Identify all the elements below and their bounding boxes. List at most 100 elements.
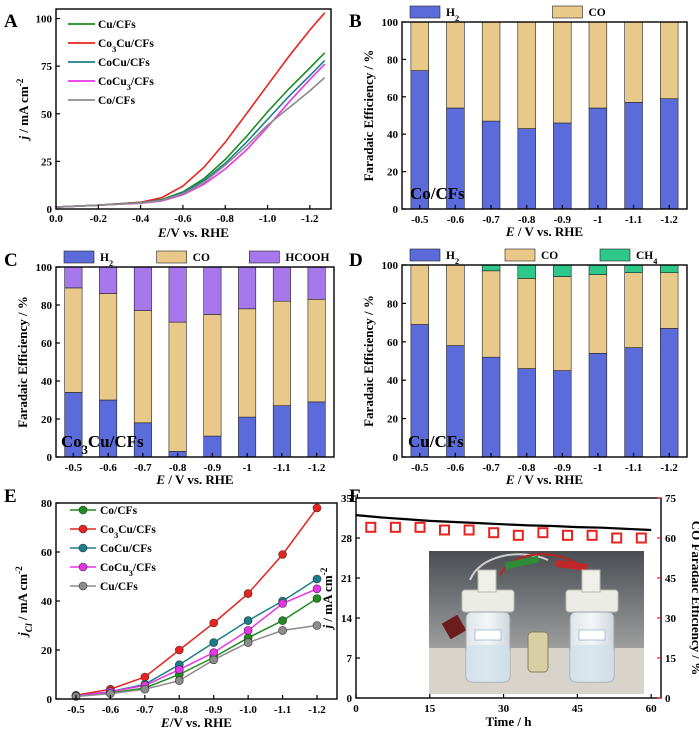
panel-b-frame (401, 21, 688, 210)
bar-segment-H2 (588, 107, 608, 210)
y-tick-label: 100 (36, 14, 53, 26)
panel-label-D: D (349, 250, 363, 271)
inset-sample-label: Co3Cu/CFs (61, 432, 144, 457)
x-tick-label: -0.5 (411, 214, 429, 226)
legend-swatch (504, 248, 536, 262)
data-point (512, 529, 524, 541)
legend-entry: H2 (100, 252, 113, 268)
y-tick-label: 100 (36, 262, 53, 274)
y-tick-label: 7 (347, 653, 353, 665)
y-tick-label: 80 (387, 298, 399, 310)
x-tick-label: -0.7 (482, 214, 500, 226)
x-tick-label: -1 (593, 214, 602, 226)
photo-inset (429, 551, 644, 694)
series-line-Co-CFs (55, 77, 326, 208)
clip-green (504, 555, 540, 570)
bar-segment-HCOOH (272, 266, 291, 302)
legend-entry: CoCu3/CFs (98, 76, 154, 92)
x-axis-label-unit: / V vs. RHE (515, 472, 584, 487)
legend-swatch (249, 250, 280, 264)
x-tick-label: -0.9 (554, 462, 572, 474)
x-axis-label: E / V vs. RHE (155, 472, 233, 487)
x-axis-label-unit: /V vs. RHE (169, 715, 232, 730)
y-tick-label: 28 (341, 533, 353, 545)
x-axis-label-var: E (157, 225, 167, 240)
x-axis-label-unit: / V vs. RHE (515, 224, 584, 239)
legend-entry-base: H (446, 7, 455, 19)
y-tick-label-right: 30 (665, 613, 677, 625)
cell-right-electrolyte (570, 645, 614, 682)
series-line-Co-CFs (75, 597, 318, 697)
legend-entry-base: Cu/CFs (98, 19, 136, 31)
membrane-junction (527, 631, 549, 673)
bar-segment-H2 (624, 347, 643, 458)
y-tick-label: 14 (341, 613, 353, 625)
x-tick-label: -0.9 (205, 704, 223, 716)
x-axis-label-unit: /V vs. RHE (166, 225, 229, 240)
data-point (243, 589, 253, 598)
x-tick-label: -0.8 (217, 213, 235, 225)
legend-entry-sub: 2 (109, 259, 113, 268)
x-tick-label: -1.1 (625, 214, 642, 226)
legend-entry: CO (589, 7, 606, 19)
y-tick-label-right: 15 (665, 653, 677, 665)
legend-entry-base: CH (636, 250, 653, 262)
bar-segment-CO (203, 314, 222, 437)
data-point (175, 645, 184, 655)
legend-entry-sub: 2 (455, 14, 459, 23)
y-tick-label: 25 (41, 156, 53, 168)
y-axis-label-var: j (16, 135, 31, 141)
data-point (389, 521, 401, 533)
series-line-Co3Cu-CFs (55, 12, 326, 208)
x-tick-label: 0 (353, 703, 359, 715)
legend-entry: Co/CFs (98, 95, 136, 107)
x-axis-label-var: E (160, 715, 170, 730)
legend-entry: CO (541, 250, 558, 262)
legend-entry: Co3Cu/CFs (98, 38, 154, 54)
x-tick-label: -0.2 (90, 213, 108, 225)
x-axis-label-var: E (155, 472, 165, 487)
y-tick-label: 0 (47, 452, 53, 464)
data-point (278, 599, 287, 608)
x-axis-label-var: E (505, 472, 515, 487)
cell-left-cap (461, 589, 515, 613)
y-tick-label-right: 75 (665, 493, 677, 505)
data-point (635, 532, 647, 544)
legend-entry-base: Co (100, 524, 114, 536)
data-point (365, 521, 377, 533)
series-line-Cu-CFs (75, 624, 318, 698)
data-point (175, 665, 184, 674)
legend-swatch (409, 248, 441, 262)
bar-segment-CO (588, 21, 608, 109)
data-point (209, 648, 218, 657)
x-tick-label: -0.8 (518, 214, 536, 226)
bar-segment-CO (410, 21, 429, 71)
x-axis-label-unit: / V vs. RHE (165, 472, 234, 487)
bar-segment-CO (133, 310, 152, 424)
legend-swatch (552, 5, 583, 19)
x-tick-label: -0.6 (447, 214, 465, 226)
series-line-CoCu-CFs (55, 59, 326, 208)
x-tick-label: -1.2 (660, 214, 678, 226)
bar-segment-CH4 (517, 264, 536, 279)
x-tick-label: -1.2 (308, 462, 326, 474)
x-tick-label: -1.2 (660, 462, 678, 474)
bar-segment-CO (553, 276, 572, 371)
bar-segment-HCOOH (168, 266, 187, 323)
inset-sample-label-sub: 3 (82, 443, 88, 457)
y-axis-label: jCl / mA cm-2 (15, 566, 35, 638)
y-axis-label: Faradaic Efficiency / % (15, 296, 30, 428)
data-point (537, 527, 549, 539)
bar-segment-CO (481, 270, 501, 358)
data-point (278, 550, 287, 559)
legend-entry-sub: 4 (653, 257, 657, 266)
legend-entry-base: CO (193, 252, 210, 264)
y-axis-label-right: CO Faradaic Efficiency / % (689, 521, 699, 676)
bar-segment-CO (410, 264, 429, 325)
data-point (243, 638, 253, 647)
y-axis-label: Faradaic Efficiency / % (361, 50, 376, 182)
y-tick-label: 60 (41, 338, 53, 350)
y-tick-label: 75 (41, 61, 53, 73)
legend-entry: CoCu/CFs (100, 543, 152, 555)
x-tick-label: -1 (243, 462, 252, 474)
